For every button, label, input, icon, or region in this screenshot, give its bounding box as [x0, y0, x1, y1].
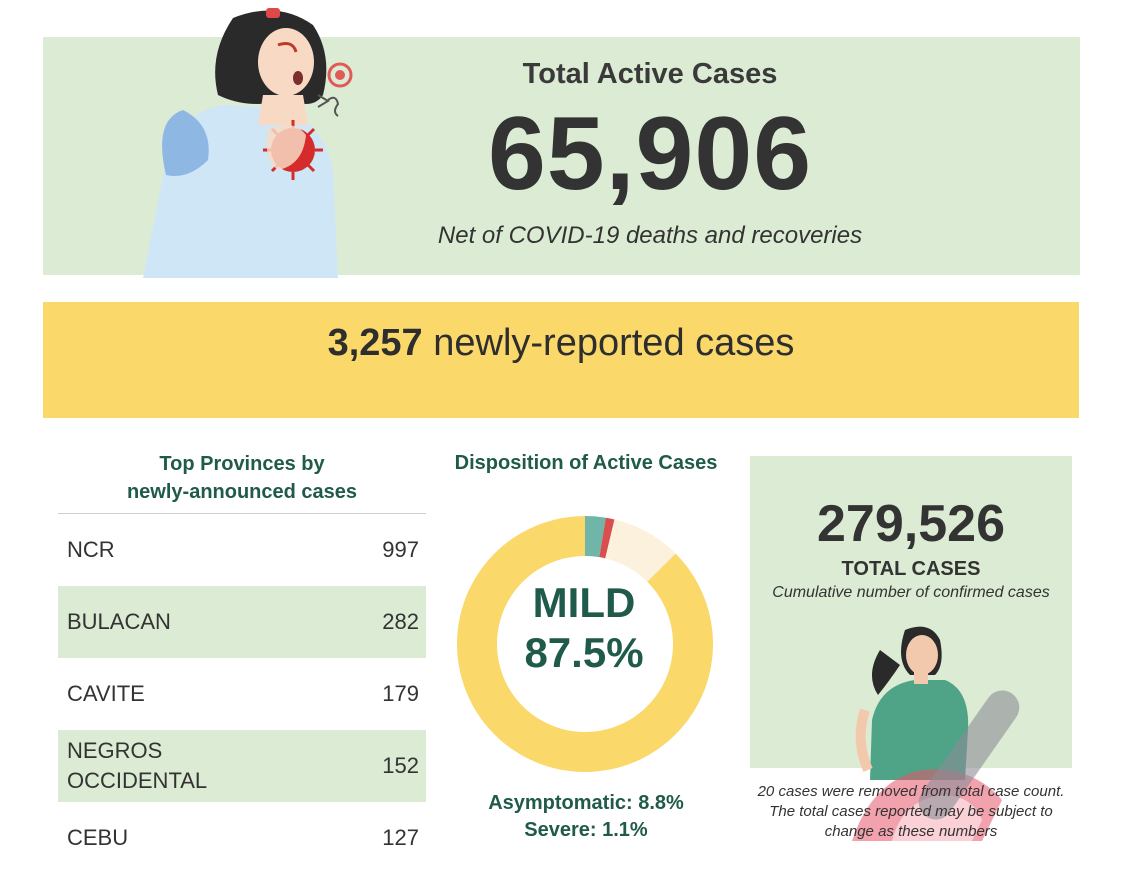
- donut-slice-severe: [599, 517, 615, 559]
- province-value: 127: [382, 825, 419, 850]
- watermark-logo: [852, 690, 1020, 841]
- severe-label: Severe: 1.1%: [524, 819, 648, 841]
- province-row: NEGROS OCCIDENTAL 152: [58, 730, 426, 802]
- province-name: CAVITE: [67, 681, 145, 706]
- total-cases-value: 279,526: [817, 495, 1005, 553]
- new-cases-label: newly-reported cases: [433, 322, 795, 364]
- active-cases-title: Total Active Cases: [522, 58, 778, 90]
- province-row: CAVITE 179: [58, 658, 426, 730]
- province-row: NCR 997: [58, 514, 426, 586]
- province-name: NCR: [67, 537, 115, 562]
- province-value: 152: [382, 753, 419, 778]
- standing-woman-illustration: [855, 626, 969, 780]
- active-cases-note: Net of COVID-19 deaths and recoveries: [437, 222, 863, 249]
- donut-center-label: MILD 87.5%: [484, 578, 684, 678]
- province-row: CEBU 127: [58, 802, 426, 874]
- province-row: BULACAN 282: [58, 586, 426, 658]
- coughing-woman-illustration: [143, 8, 353, 278]
- new-cases-banner: [43, 302, 1079, 418]
- asymptomatic-label: Asymptomatic: 8.8%: [488, 792, 684, 814]
- province-name: CEBU: [67, 825, 129, 850]
- disposition-donut-chart: [457, 516, 713, 772]
- provinces-divider: [58, 513, 426, 514]
- removed-cases-note: 20 cases were removed from total case co…: [757, 783, 1065, 840]
- active-cases-value: 65,906: [487, 96, 813, 212]
- donut-slice-critical: [585, 516, 606, 558]
- total-cases-label: TOTAL CASES: [841, 558, 981, 580]
- donut-center-value: 87.5%: [524, 629, 644, 676]
- province-name: BULACAN: [67, 609, 171, 634]
- province-name: NEGROS OCCIDENTAL: [67, 736, 207, 796]
- disposition-title: Disposition of Active Cases: [454, 452, 718, 474]
- new-cases-count: 3,257: [327, 322, 423, 364]
- new-cases-text: 3,257 newly-reported cases: [43, 322, 1079, 365]
- province-name-line1: NEGROS: [67, 738, 163, 763]
- province-value: 282: [382, 609, 419, 634]
- province-value: 997: [382, 537, 419, 562]
- donut-slice-mild: [457, 516, 713, 772]
- donut-center-category: MILD: [532, 579, 636, 626]
- total-cases-note: Cumulative number of confirmed cases: [772, 584, 1050, 601]
- provinces-title: Top Provinces by newly-announced cases: [92, 450, 392, 506]
- province-value: 179: [382, 681, 419, 706]
- provinces-title-line1: Top Provinces by: [159, 453, 325, 475]
- province-name-line2: OCCIDENTAL: [67, 768, 208, 793]
- provinces-title-line2: newly-announced cases: [126, 481, 358, 503]
- donut-slice-asymptomatic: [605, 519, 676, 582]
